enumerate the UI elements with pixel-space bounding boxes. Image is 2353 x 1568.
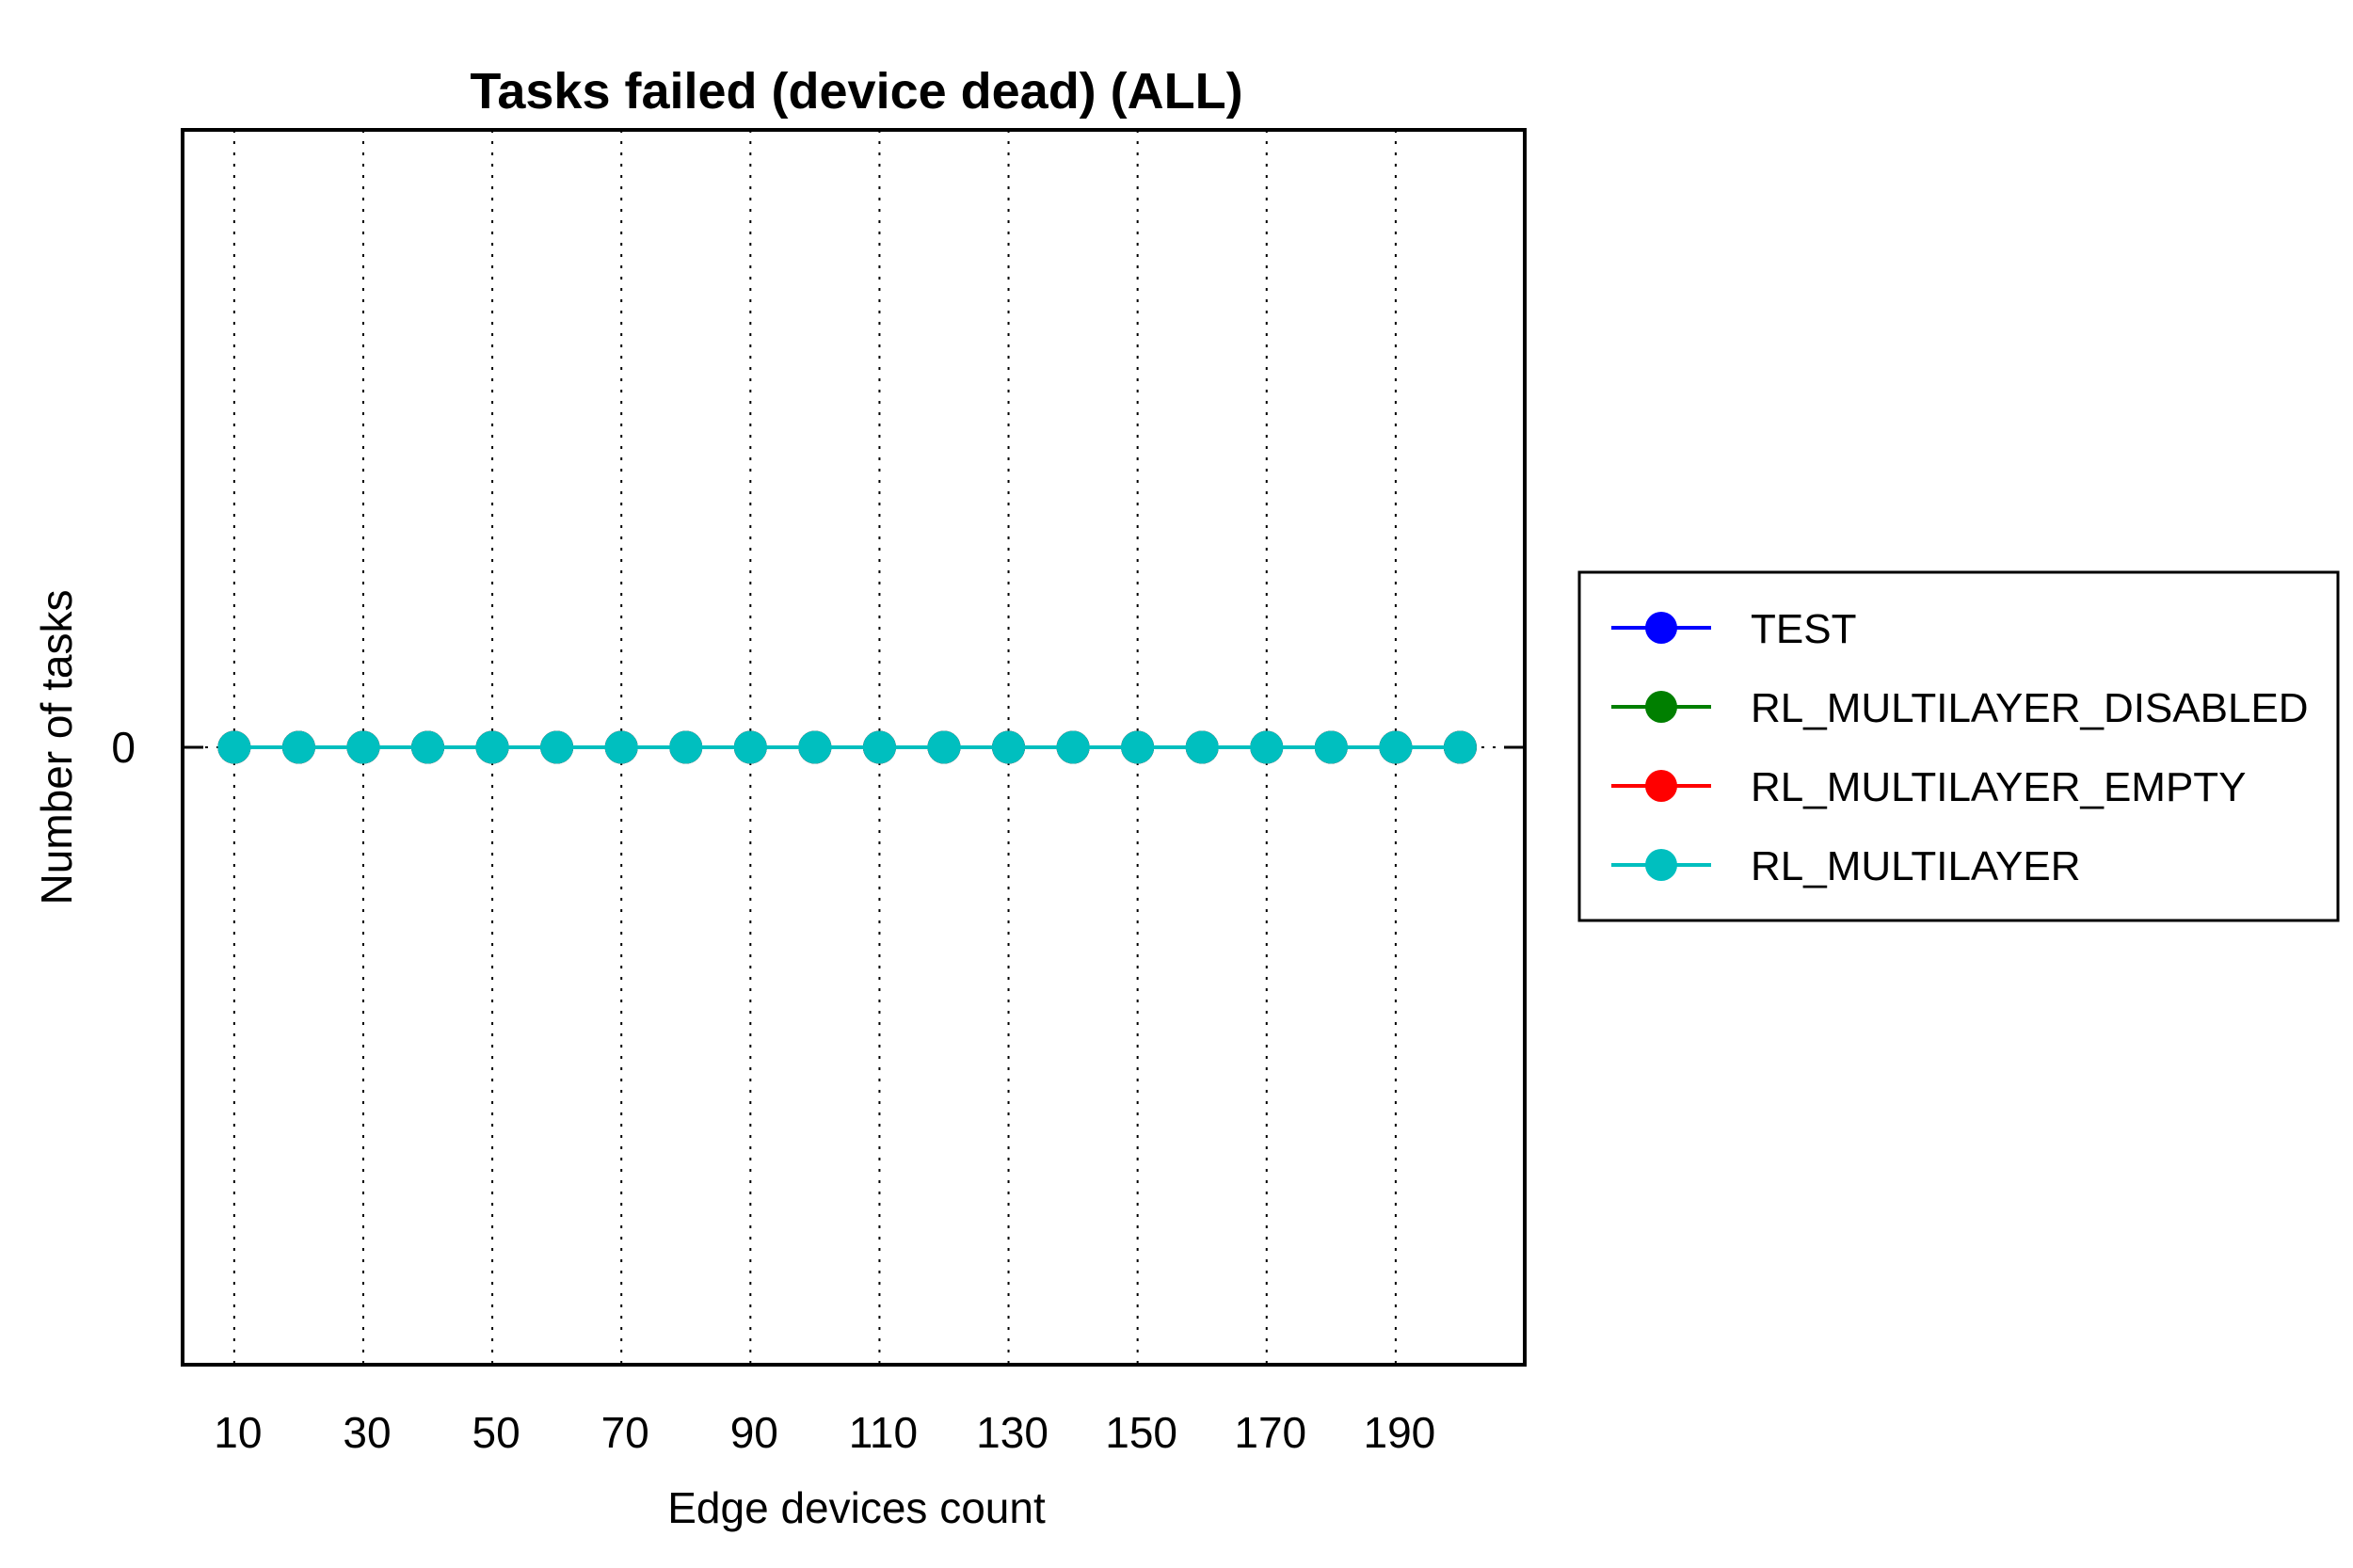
x-tick-label: 110 xyxy=(849,1408,918,1457)
legend-item: RL_MULTILAYER_EMPTY xyxy=(1611,764,2247,810)
data-point xyxy=(1314,730,1348,764)
legend-marker xyxy=(1645,612,1677,644)
y-axis-label: Number of tasks xyxy=(32,590,81,905)
legend-marker xyxy=(1645,691,1677,723)
x-tick-label: 50 xyxy=(472,1408,520,1457)
legend-marker xyxy=(1645,849,1677,881)
data-point xyxy=(1185,730,1219,764)
data-point xyxy=(411,730,445,764)
legend-item: TEST xyxy=(1611,606,1856,652)
x-tick-label: 10 xyxy=(214,1408,262,1457)
legend-marker xyxy=(1645,770,1677,802)
legend-label: RL_MULTILAYER_DISABLED xyxy=(1751,685,2309,731)
data-point xyxy=(862,730,896,764)
data-point xyxy=(669,730,703,764)
data-point xyxy=(1443,730,1477,764)
x-tick-label: 130 xyxy=(976,1408,1048,1457)
grid-lines xyxy=(183,130,1525,1365)
data-point xyxy=(927,730,961,764)
data-point xyxy=(540,730,574,764)
series-rl-multilayer xyxy=(217,730,1477,764)
data-point xyxy=(604,730,638,764)
data-point xyxy=(1056,730,1090,764)
legend-label: RL_MULTILAYER xyxy=(1751,843,2080,889)
y-tick-label: 0 xyxy=(111,723,136,772)
data-point xyxy=(281,730,315,764)
data-point xyxy=(733,730,767,764)
legend-label: TEST xyxy=(1751,606,1856,652)
series-layer xyxy=(217,730,1477,764)
data-point xyxy=(346,730,380,764)
legend-items: TEST RL_MULTILAYER_DISABLED RL_MULTILAYER_… xyxy=(1611,606,2309,889)
x-tick-label: 70 xyxy=(601,1408,649,1457)
x-tick-label: 190 xyxy=(1364,1408,1436,1457)
data-point xyxy=(1121,730,1155,764)
legend-item: RL_MULTILAYER xyxy=(1611,843,2080,889)
data-point xyxy=(1379,730,1413,764)
legend-box xyxy=(1577,570,2340,922)
axis-ticks: 10 30 50 70 90 110 130 150 170 190 0 xyxy=(111,723,1525,1457)
legend: TEST RL_MULTILAYER_DISABLED RL_MULTILAYER_… xyxy=(1577,570,2340,922)
x-axis-label: Edge devices count xyxy=(667,1483,1046,1532)
data-point xyxy=(217,730,251,764)
data-point xyxy=(1250,730,1284,764)
data-point xyxy=(475,730,509,764)
x-tick-label: 170 xyxy=(1234,1408,1306,1457)
x-tick-label: 150 xyxy=(1105,1408,1177,1457)
x-tick-label: 90 xyxy=(730,1408,778,1457)
x-tick-label: 30 xyxy=(343,1408,391,1457)
data-point xyxy=(798,730,832,764)
legend-label: RL_MULTILAYER_EMPTY xyxy=(1751,764,2247,810)
data-point xyxy=(992,730,1026,764)
chart-title: Tasks failed (device dead) (ALL) xyxy=(470,63,1242,120)
legend-item: RL_MULTILAYER_DISABLED xyxy=(1611,685,2309,731)
